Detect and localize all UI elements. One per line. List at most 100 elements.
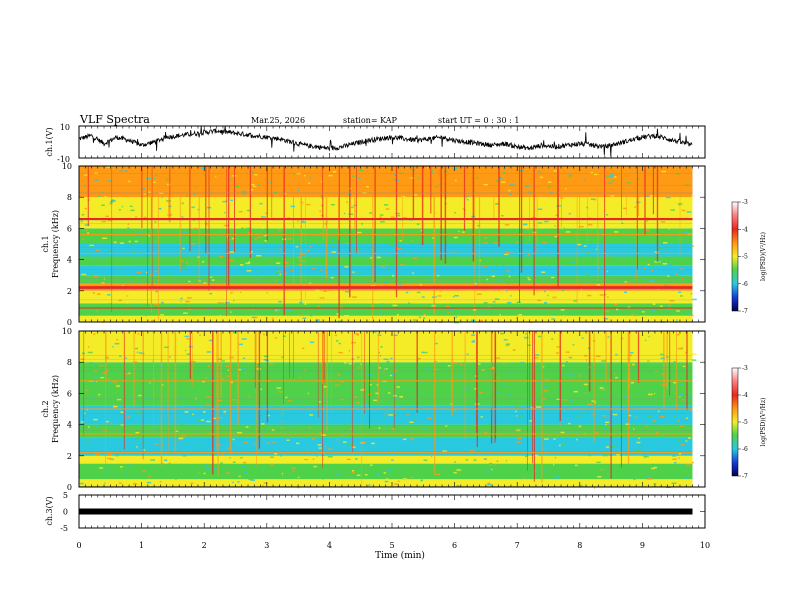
ch2-spec-speckle — [331, 409, 337, 411]
ch2-spec-speckle — [453, 450, 456, 452]
ch2-spec-speckle — [329, 359, 332, 362]
ch2-spec-speckle — [487, 484, 492, 486]
ch2-spec-speckle — [404, 400, 407, 402]
ch1-spec-speckle — [119, 242, 124, 244]
ch2-spec-speckle — [256, 436, 260, 438]
ch1-spec-speckle — [649, 279, 651, 282]
ch1-spec-speckle — [605, 175, 609, 177]
ch1-spec-speckle — [643, 315, 645, 317]
ch1-spec-speckle — [676, 319, 678, 321]
ch2-spec-speckle — [455, 418, 457, 421]
ch2-spec-speckle — [84, 442, 89, 445]
ch1-spec-speckle — [393, 178, 398, 181]
ch1-spec-speckle — [233, 299, 235, 302]
ch1-spec-speckle — [286, 187, 291, 189]
ch2-spec-speckle — [678, 396, 681, 398]
ch2-spec-speckle — [120, 411, 124, 413]
ch1-spec-speckle — [650, 281, 655, 283]
ch1-spec-speckle — [301, 233, 305, 235]
ch2-spec-speckle — [561, 407, 567, 410]
ch1-spec-speckle — [101, 204, 105, 206]
ch2-spec-speckle — [311, 435, 314, 437]
ch1-spec-speckle — [134, 240, 138, 243]
ch2-spec-speckle — [212, 467, 217, 470]
ch1-spec-speckle — [253, 316, 258, 319]
ch1-spec-speckle — [650, 310, 655, 312]
ch2-spec-speckle — [357, 356, 360, 359]
ch2-spec-speckle — [84, 458, 86, 460]
ch2-spec-speckle — [329, 467, 332, 469]
ch1-spec-speckle — [203, 174, 205, 177]
ch1-spec-speckle — [312, 305, 318, 307]
ch1-spec-speckle — [645, 220, 649, 222]
ch2-spec-speckle — [248, 395, 250, 398]
ch1-spec-speckle — [503, 273, 508, 276]
ch1-spec-speckle — [180, 260, 184, 262]
ch1-spec-speckle — [240, 264, 244, 266]
ch2-spec-speckle — [543, 390, 549, 392]
ch2-spec-speckle — [388, 392, 391, 394]
ch2-spec-speckle — [651, 406, 654, 409]
ch1-spec-speckle — [488, 313, 494, 315]
ch1-spec-speckle — [651, 266, 653, 268]
ch1-spec-speckle — [392, 304, 398, 307]
ch2-spec-speckle — [399, 475, 404, 478]
ch1-spec-speckle — [388, 244, 393, 246]
ch1-spec-speckle — [394, 174, 397, 176]
ch2-spec-speckle — [544, 438, 549, 440]
ch2-spec-speckle — [186, 442, 188, 445]
ch1-spec-speckle — [458, 230, 460, 233]
ch2-spec-speckle — [311, 441, 314, 444]
ch1-spec-speckle — [650, 279, 655, 282]
ch2-spec-speckle — [360, 363, 362, 366]
ch1-spec-speckle — [477, 224, 481, 227]
ch2-spec-speckle — [458, 376, 461, 378]
ch2-spec-speckle — [491, 468, 493, 471]
ch1-spec-speckle — [126, 302, 129, 304]
ch1-spec-speckle — [413, 194, 417, 196]
ch1-spec-speckle — [447, 214, 451, 216]
ch2-spec-speckle — [464, 387, 468, 390]
ch2-spec-speckle — [534, 426, 537, 429]
ch1-spec-speckle — [104, 278, 107, 281]
ch1-spec-speckle — [495, 203, 499, 205]
ch2-spec-speckle — [276, 387, 282, 389]
ch2-spec-speckle — [125, 427, 130, 429]
ch2-spec-speckle — [488, 356, 492, 358]
ch1-spec-speckle — [181, 202, 184, 205]
ch2-spec-speckle — [478, 450, 480, 452]
xaxis-tick-label: 0 — [76, 541, 81, 550]
ch2-spec-speckle — [636, 441, 641, 444]
ch1-spec-band — [79, 256, 693, 266]
ch2-spec-speckle — [303, 459, 308, 462]
ch2-spec-speckle — [650, 470, 652, 473]
ch2-spec-speckle — [597, 476, 602, 478]
ch1-spec-speckle — [250, 189, 254, 191]
ch1-spec-speckle — [675, 273, 678, 276]
ch1-spec-ytick-label: 10 — [62, 162, 72, 171]
ch1-spec-speckle — [647, 263, 650, 266]
ch2-spec-speckle — [275, 406, 279, 408]
ch1-spec-speckle — [475, 265, 479, 268]
ch1-spec-speckle — [627, 306, 631, 308]
ch2-spec-speckle — [159, 481, 162, 483]
ch2-spec-speckle — [265, 466, 269, 468]
ch1-spec-speckle — [343, 280, 347, 282]
ch2-colorbar-tick-label: -5 — [742, 419, 748, 426]
ch1-spec-speckle — [307, 182, 311, 184]
ch1-spec-speckle — [100, 257, 106, 259]
ch1-spec-speckle — [242, 272, 248, 275]
ch1-spec-speckle — [92, 257, 97, 259]
ch2-spec-speckle — [202, 380, 206, 383]
ch2-spec-speckle — [470, 392, 472, 394]
ch2-spec-speckle — [632, 414, 637, 416]
ch1-spec-speckle — [466, 195, 470, 197]
ch2-spec-speckle — [356, 366, 362, 369]
ch1-spec-speckle — [267, 180, 270, 183]
ch1-spec-speckle — [554, 225, 556, 227]
ch1-spec-speckle — [502, 179, 507, 182]
ch2-spec-speckle — [224, 441, 227, 444]
ch2-spec-speckle — [621, 355, 627, 357]
ch2-spec-speckle — [505, 361, 509, 363]
ch2-spec-speckle — [129, 396, 132, 398]
